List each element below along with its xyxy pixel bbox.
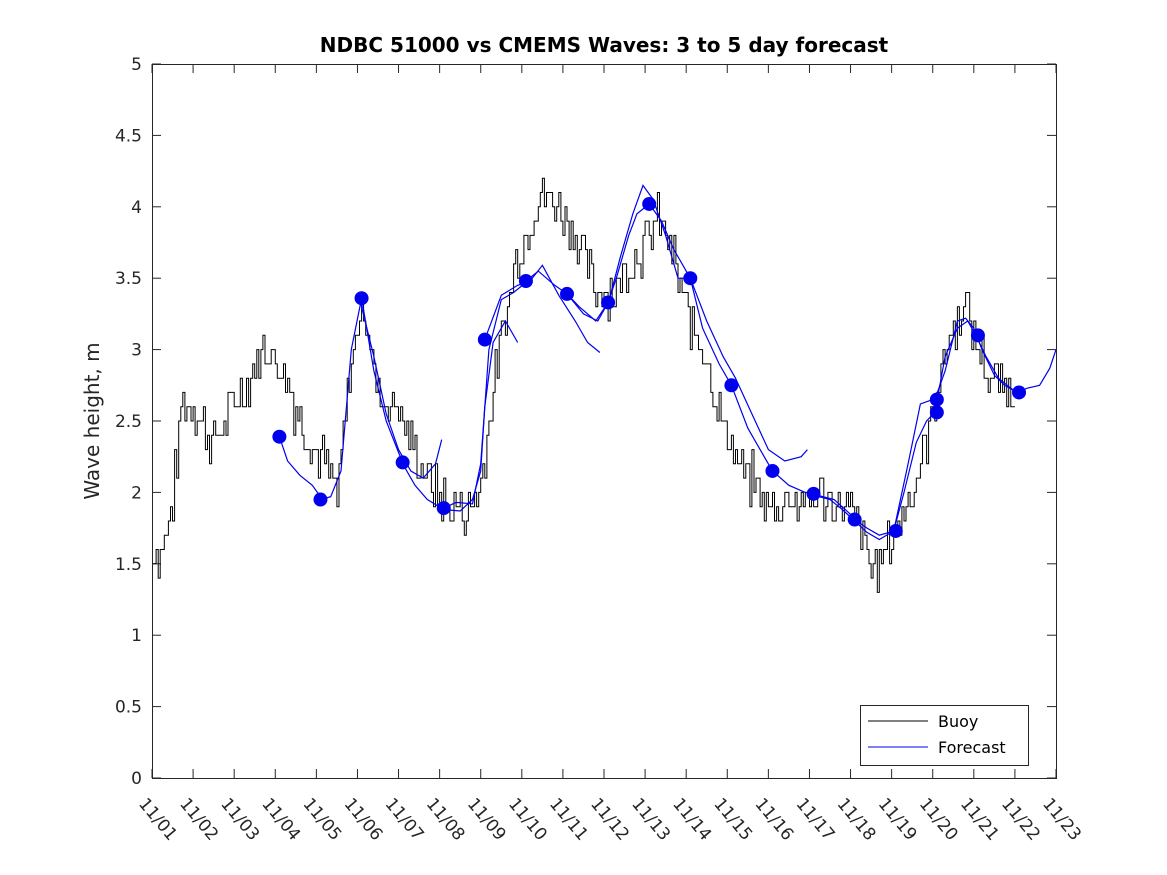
forecast-marker <box>929 405 944 420</box>
forecast-marker <box>1012 385 1027 400</box>
y-tick-label: 4 <box>131 198 142 218</box>
forecast-marker <box>806 486 821 501</box>
forecast-marker <box>354 291 369 306</box>
buoy-line <box>152 177 1015 593</box>
legend-forecast-label: Forecast <box>938 738 1006 757</box>
y-axis-ticks: 0 0.5 1 1.5 2 2.5 3 3.5 4 4.5 5 <box>115 55 1056 789</box>
y-tick-label: 5 <box>131 55 142 75</box>
forecast-line-segment <box>566 203 691 322</box>
y-tick-label: 1 <box>131 626 142 646</box>
legend-buoy-label: Buoy <box>938 712 978 731</box>
plot-area <box>152 177 1057 593</box>
y-tick-label: 1.5 <box>115 555 142 575</box>
chart-title: NDBC 51000 vs CMEMS Waves: 3 to 5 day fo… <box>320 33 889 57</box>
forecast-line-segment <box>278 436 321 498</box>
forecast-marker <box>970 328 985 343</box>
y-tick-label: 3.5 <box>115 269 142 289</box>
forecast-series <box>278 184 1057 541</box>
forecast-marker <box>929 392 944 407</box>
forecast-line-segment <box>813 399 933 541</box>
y-axis-label: Wave height, m <box>80 342 104 499</box>
forecast-marker <box>724 378 739 393</box>
forecast-marker <box>847 512 862 527</box>
forecast-line-segment <box>854 320 977 536</box>
axes-box <box>152 64 1057 779</box>
forecast-marker <box>560 286 575 301</box>
y-tick-label: 2 <box>131 483 142 503</box>
y-tick-label: 3 <box>131 341 142 361</box>
y-tick-label: 2.5 <box>115 412 142 432</box>
y-tick-label: 4.5 <box>115 126 142 146</box>
forecast-marker <box>313 492 328 507</box>
forecast-marker <box>395 455 410 470</box>
buoy-series <box>152 177 1015 593</box>
forecast-marker <box>436 501 451 516</box>
y-tick-label: 0 <box>131 769 142 789</box>
forecast-line-segment <box>443 282 527 509</box>
forecast-marker <box>477 332 492 347</box>
forecast-marker <box>765 463 780 478</box>
legend-box <box>860 705 1029 766</box>
forecast-marker <box>601 295 616 310</box>
forecast-line-segment <box>934 317 1018 400</box>
forecast-markers <box>272 196 1027 538</box>
forecast-marker <box>272 429 287 444</box>
forecast-marker <box>518 274 533 289</box>
forecast-line-segment <box>402 319 519 512</box>
forecast-line-segment <box>689 277 808 462</box>
forecast-line-segment <box>607 184 732 386</box>
forecast-marker <box>888 523 903 538</box>
forecast-line-segment <box>730 385 856 519</box>
y-tick-label: 0.5 <box>115 698 142 718</box>
forecast-marker <box>683 271 698 286</box>
legend: Buoy Forecast <box>860 705 1029 766</box>
forecast-line-segment <box>484 264 601 353</box>
forecast-marker <box>642 196 657 211</box>
